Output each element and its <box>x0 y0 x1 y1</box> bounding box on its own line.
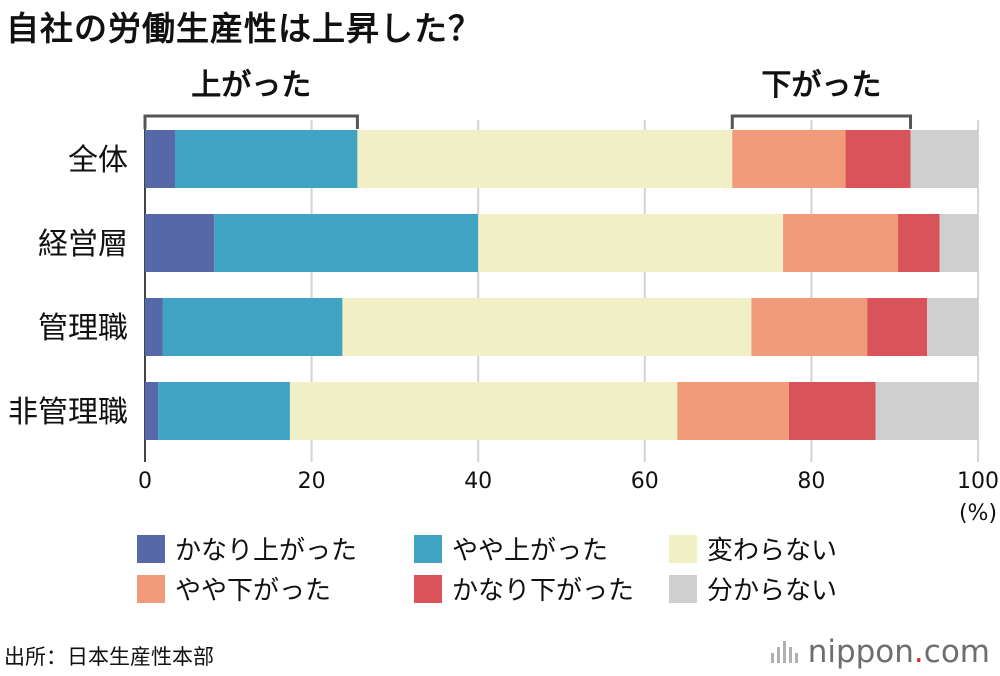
x-axis-ticks: 0 20 40 60 80 100 (%) <box>138 469 999 526</box>
brand-dot: . <box>913 634 924 670</box>
legend-label: かなり下がった <box>452 576 635 606</box>
bar-segment <box>214 214 479 272</box>
annotation-bracket <box>730 114 913 129</box>
bar-segment <box>910 130 978 188</box>
x-tick-label: 20 <box>298 469 326 494</box>
bar-segment <box>174 130 358 188</box>
bar-segment <box>145 382 159 440</box>
bar-segment <box>845 130 911 188</box>
bar-segment <box>342 298 752 356</box>
category-label: 管理職 <box>38 311 128 346</box>
bar-segment <box>357 130 733 188</box>
bar-segment <box>867 298 928 356</box>
x-tick-label: 100 <box>957 469 999 494</box>
legend-label: やや上がった <box>452 536 609 566</box>
bar-segment <box>927 298 978 356</box>
bar-segment <box>783 214 899 272</box>
legend-item: 変わらない <box>669 530 837 567</box>
x-tick-label: 80 <box>797 469 825 494</box>
legend-item: やや下がった <box>137 570 331 607</box>
legend-swatch <box>414 574 442 603</box>
legend-label: かなり上がった <box>175 536 358 566</box>
legend-label: やや下がった <box>175 576 332 606</box>
bar-segment <box>145 214 215 272</box>
bar-segment <box>145 130 175 188</box>
legend-item: かなり上がった <box>137 530 357 567</box>
x-unit-label: (%) <box>959 501 997 526</box>
brand-suffix: com <box>923 634 990 670</box>
x-tick-label: 0 <box>138 469 152 494</box>
bar-segment <box>158 382 290 440</box>
legend-label: 変わらない <box>707 536 838 566</box>
legend-item: 分からない <box>669 570 837 607</box>
bars <box>145 130 978 440</box>
bar-segment <box>289 382 678 440</box>
source-note: 出所：日本生産性本部 <box>4 645 214 669</box>
bar-segment <box>145 298 163 356</box>
annotation-label: 上がった <box>191 68 311 103</box>
brand-mark-icon <box>770 641 798 663</box>
legend-swatch <box>669 574 697 603</box>
annotation-label: 下がった <box>761 68 881 103</box>
bar-segment <box>677 382 789 440</box>
legend-item: かなり下がった <box>414 570 634 607</box>
chart-title: 自社の労働生産性は上昇した？ <box>6 9 482 48</box>
bar-segment <box>898 214 940 272</box>
legend-label: 分からない <box>707 576 838 606</box>
legend-swatch <box>137 534 165 563</box>
bar-segment <box>732 130 846 188</box>
brand-logo: nippon. com <box>770 634 990 670</box>
bar-segment <box>751 298 868 356</box>
category-label: 全体 <box>68 143 128 178</box>
bar-segment <box>162 298 343 356</box>
x-tick-label: 60 <box>631 469 659 494</box>
bar-segment <box>939 214 978 272</box>
annotation-bracket <box>143 114 359 129</box>
legend-item: やや上がった <box>414 530 608 567</box>
bar-segment <box>875 382 978 440</box>
x-tick-label: 40 <box>464 469 492 494</box>
bar-segment <box>478 214 784 272</box>
bar-segment <box>788 382 876 440</box>
category-label: 経営層 <box>38 227 128 262</box>
category-label: 非管理職 <box>8 395 128 430</box>
legend-swatch <box>669 534 697 563</box>
legend-swatch <box>137 574 165 603</box>
bracket-annotations: 上がった 下がった <box>143 68 913 129</box>
brand-name: nippon <box>807 634 914 670</box>
legend-swatch <box>414 534 442 563</box>
